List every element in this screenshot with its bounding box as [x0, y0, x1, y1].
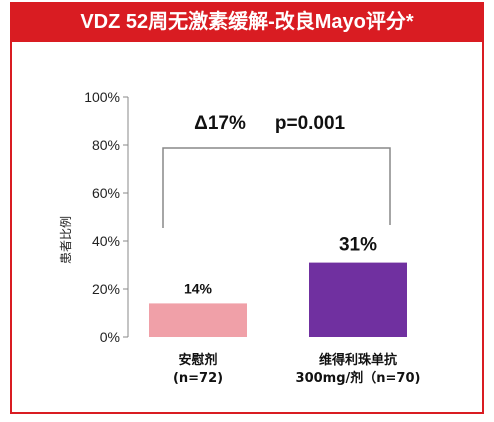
slide-frame	[10, 2, 484, 414]
bar-value-label: 14%	[184, 280, 213, 296]
category-sublabel: 300mg/剂（n=70)	[296, 370, 421, 386]
delta-annotation: Δ17%	[194, 113, 246, 134]
y-tick-label: 40%	[92, 233, 120, 249]
y-tick-label: 20%	[92, 281, 120, 297]
y-axis-label: 患者比例	[59, 216, 73, 264]
bar-value-label: 31%	[339, 235, 377, 256]
category-labels: 安慰剂 (n=72) 维得利珠单抗 300mg/剂（n=70)	[173, 352, 421, 386]
y-tick-label: 0%	[100, 329, 120, 345]
y-tick-label: 60%	[92, 185, 120, 201]
category-label: 维得利珠单抗	[319, 352, 397, 368]
bar	[309, 262, 407, 337]
y-tick-label: 100%	[84, 89, 120, 105]
comparison-bracket	[162, 147, 391, 228]
page-title: VDZ 52周无激素缓解-改良Mayo评分*	[10, 2, 484, 42]
bars: 14% 31%	[149, 235, 407, 337]
y-ticks: 0% 20% 40% 60% 80% 100%	[84, 89, 128, 345]
bar	[149, 303, 247, 337]
y-tick-label: 80%	[92, 137, 120, 153]
p-value-annotation: p=0.001	[275, 113, 346, 134]
category-label: 安慰剂	[178, 352, 217, 368]
category-sublabel: (n=72)	[173, 371, 223, 386]
